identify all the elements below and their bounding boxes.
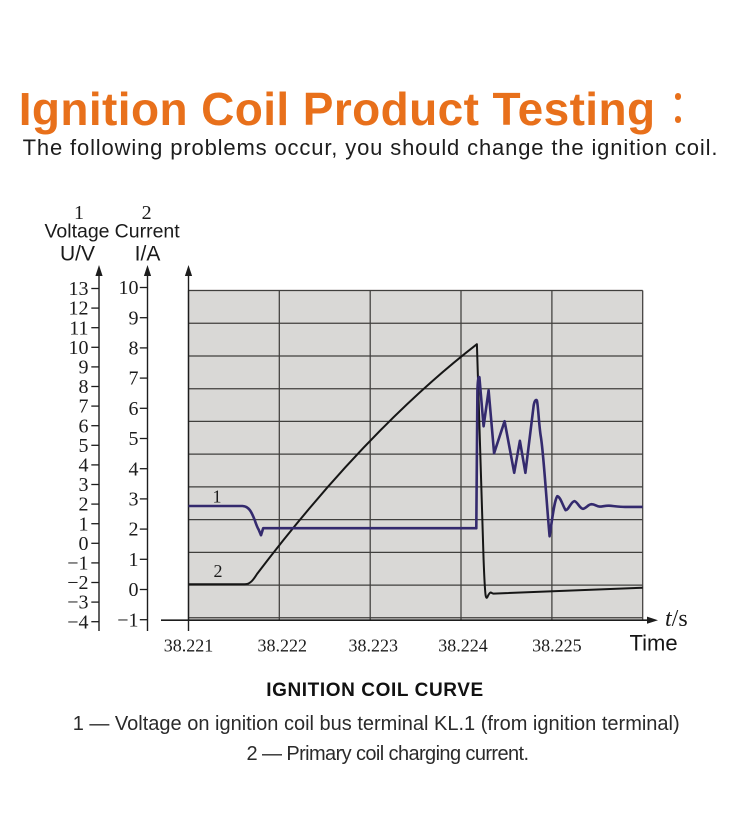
svg-text:38.224: 38.224: [438, 636, 488, 656]
svg-text:38.223: 38.223: [348, 636, 398, 656]
svg-text:−3: −3: [67, 592, 88, 614]
svg-text:2: 2: [142, 202, 152, 224]
svg-text:10: 10: [119, 277, 139, 299]
svg-text:1: 1: [213, 487, 222, 507]
svg-text:9: 9: [129, 307, 139, 329]
svg-text:1: 1: [129, 549, 139, 571]
svg-text:13: 13: [69, 278, 89, 300]
svg-text:2: 2: [129, 519, 139, 541]
svg-text:1: 1: [74, 202, 84, 224]
svg-text:38.222: 38.222: [258, 636, 308, 656]
svg-text:6: 6: [129, 398, 139, 420]
svg-text:4: 4: [129, 458, 139, 480]
svg-text:Current: Current: [115, 221, 181, 243]
svg-text:11: 11: [69, 317, 88, 339]
svg-text:3: 3: [129, 489, 139, 511]
svg-text:U/V: U/V: [60, 243, 95, 266]
svg-text:5: 5: [129, 428, 139, 450]
svg-text:−1: −1: [67, 553, 88, 575]
svg-text:−4: −4: [67, 611, 88, 633]
svg-text:7: 7: [79, 396, 89, 418]
svg-text:38.221: 38.221: [164, 636, 214, 656]
svg-text:12: 12: [69, 298, 89, 320]
svg-text:4: 4: [79, 455, 89, 477]
svg-text:38.225: 38.225: [532, 636, 582, 656]
svg-text:10: 10: [69, 337, 89, 359]
svg-text:8: 8: [79, 376, 89, 398]
svg-text:0: 0: [129, 579, 139, 601]
svg-text:7: 7: [129, 368, 139, 390]
svg-text:5: 5: [79, 435, 89, 457]
svg-text:Voltage: Voltage: [44, 221, 109, 243]
svg-text:I/A: I/A: [135, 243, 161, 266]
svg-text:3: 3: [79, 474, 89, 496]
svg-text:t/s: t/s: [665, 606, 688, 632]
svg-text:8: 8: [129, 338, 139, 360]
svg-text:0: 0: [79, 533, 89, 555]
svg-text:2: 2: [214, 561, 223, 581]
svg-text:−1: −1: [117, 609, 138, 631]
svg-text:Time: Time: [630, 630, 678, 655]
svg-text:6: 6: [79, 415, 89, 437]
svg-text:2: 2: [79, 494, 89, 516]
svg-text:1: 1: [79, 513, 89, 535]
svg-text:−2: −2: [67, 572, 88, 594]
svg-text:9: 9: [79, 357, 89, 379]
